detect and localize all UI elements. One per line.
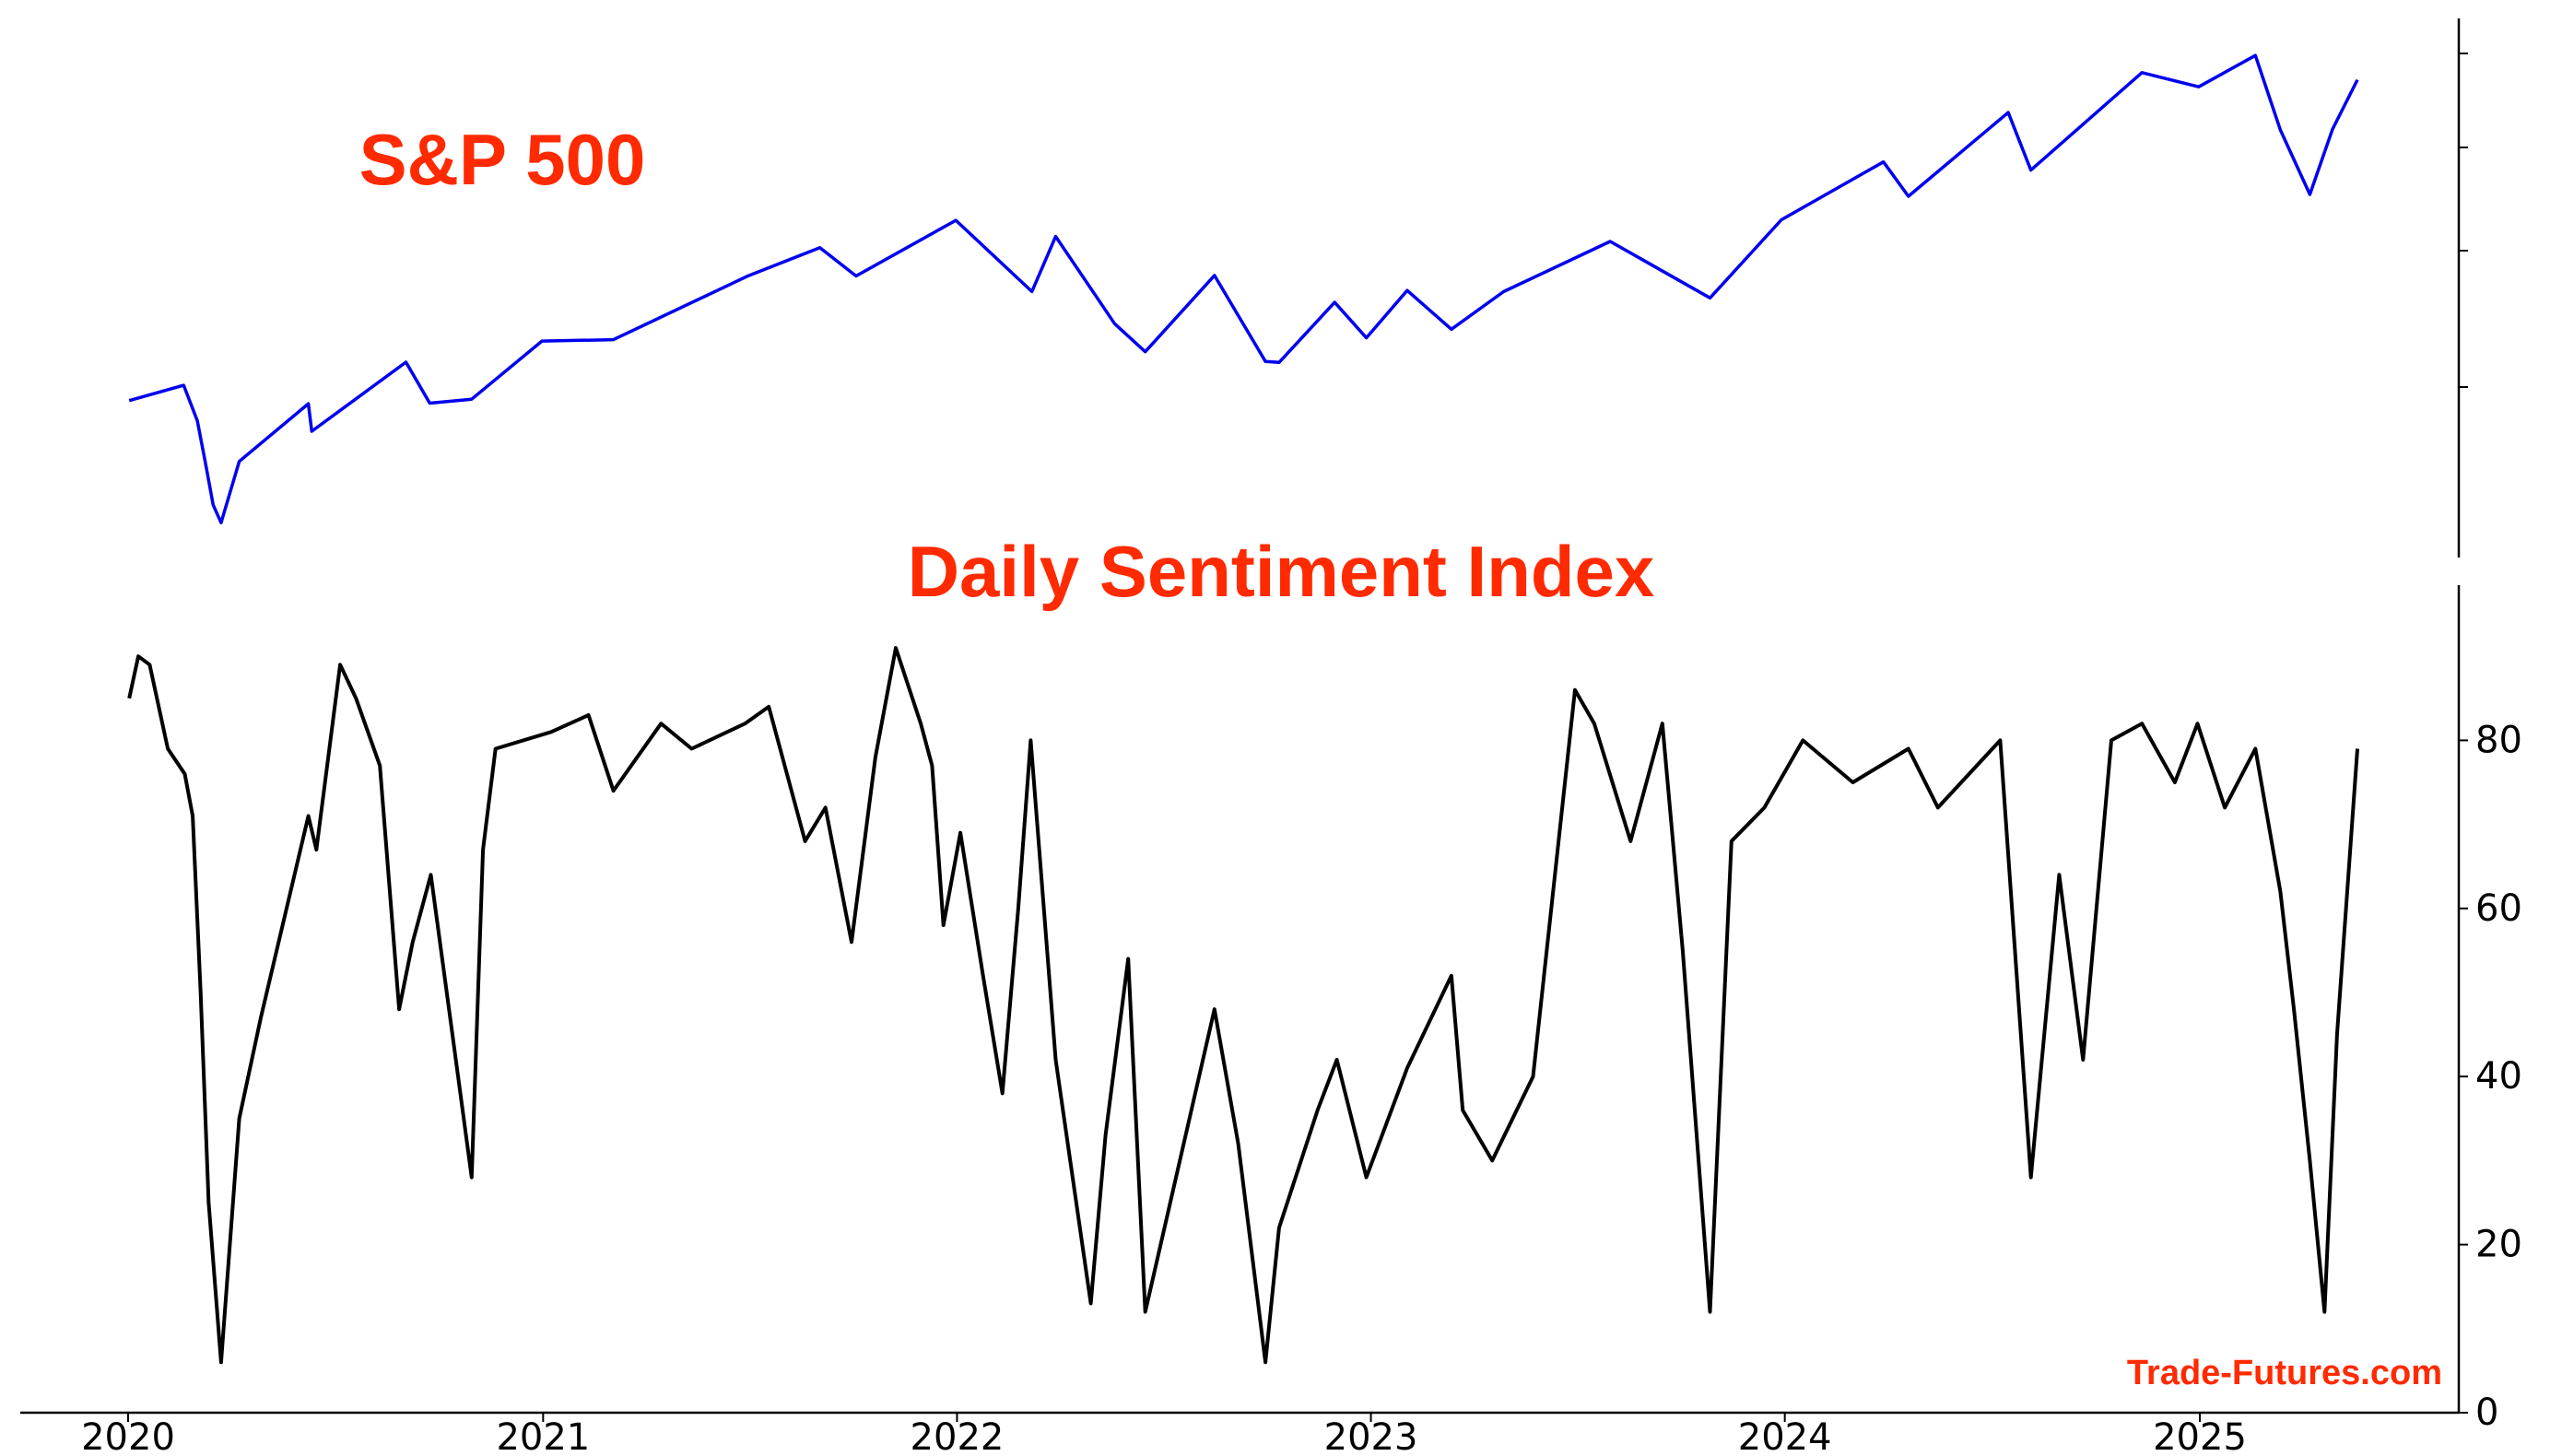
y-tick-label: 20 xyxy=(2475,1224,2522,1266)
x-tick-label: 2020 xyxy=(81,1416,175,1456)
y-tick: 0 xyxy=(2459,1391,2498,1434)
y-tick-label: 60 xyxy=(2475,887,2522,930)
x-tick: 2023 xyxy=(1324,1413,1418,1456)
y-tick-label: 80 xyxy=(2475,719,2522,761)
dsi-y-ticks: 0 20 40 60 80 xyxy=(2459,719,2522,1434)
x-tick-label: 2021 xyxy=(496,1416,590,1456)
x-ticks: 2020 2021 2022 2023 2024 2025 xyxy=(81,1413,2247,1456)
sp500-series-line xyxy=(128,53,2359,524)
x-tick: 2021 xyxy=(496,1413,590,1456)
dsi-series-line xyxy=(127,646,2359,1365)
y-tick-label: 40 xyxy=(2475,1055,2522,1098)
y-tick-label: 0 xyxy=(2475,1391,2498,1434)
sp500-chart-title: S&P 500 xyxy=(359,119,646,200)
x-tick: 2022 xyxy=(911,1413,1005,1456)
y-tick: 40 xyxy=(2459,1055,2522,1098)
x-tick: 2024 xyxy=(1738,1413,1832,1456)
sp500-right-ticks xyxy=(2459,53,2468,388)
x-tick-label: 2022 xyxy=(911,1416,1005,1456)
y-tick: 80 xyxy=(2459,719,2522,761)
trade-futures-credit: Trade-Futures.com xyxy=(2127,1354,2442,1392)
x-tick-label: 2024 xyxy=(1738,1416,1832,1456)
dsi-chart-title: Daily Sentiment Index xyxy=(908,531,1655,612)
x-tick-label: 2023 xyxy=(1324,1416,1418,1456)
x-tick: 2020 xyxy=(81,1413,175,1456)
y-tick: 60 xyxy=(2459,887,2522,930)
x-tick-label: 2025 xyxy=(2153,1416,2247,1456)
y-tick: 20 xyxy=(2459,1224,2522,1266)
x-tick: 2025 xyxy=(2153,1413,2247,1456)
